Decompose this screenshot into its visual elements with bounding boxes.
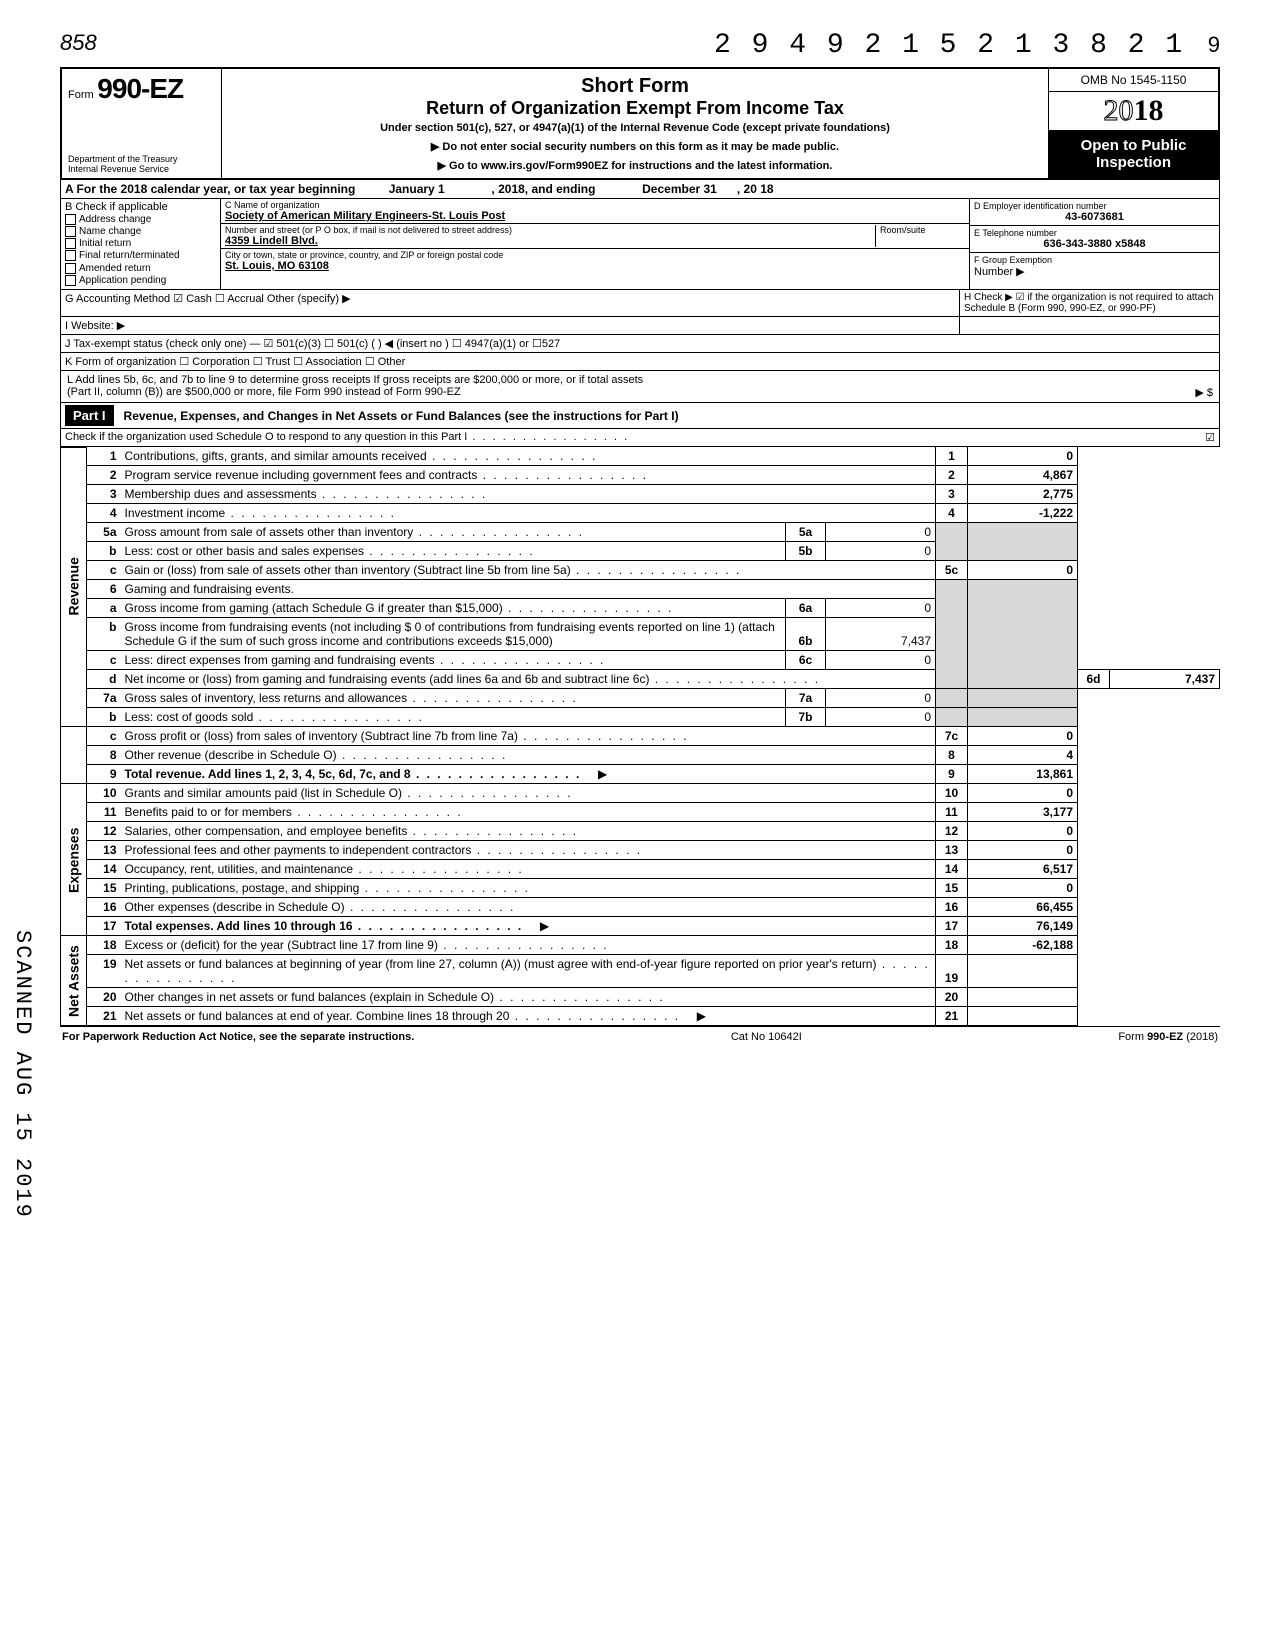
- tax-year: 20201818: [1049, 92, 1218, 131]
- ein: 43-6073681: [974, 211, 1215, 223]
- row-g: G Accounting Method ☑ Cash ☐ Accrual Oth…: [61, 290, 959, 316]
- form-header: Form 990-EZ Department of the Treasury I…: [60, 67, 1220, 180]
- dln: 2 9 4 9 2 1 5 2 1 3 8 2 1: [714, 30, 1184, 61]
- part1-sub: Check if the organization used Schedule …: [60, 429, 1220, 447]
- section-netassets: Net Assets: [61, 936, 87, 1026]
- form-prefix: Form: [68, 89, 94, 101]
- under-section: Under section 501(c), 527, or 4947(a)(1)…: [232, 122, 1038, 134]
- page-number: 9: [1208, 32, 1220, 57]
- omb-number: OMB No 1545-1150: [1049, 69, 1218, 92]
- instruction-2: Go to www.irs.gov/Form990EZ for instruct…: [232, 159, 1038, 172]
- instruction-1: Do not enter social security numbers on …: [232, 140, 1038, 153]
- revenue-table: Revenue 1 Contributions, gifts, grants, …: [60, 447, 1220, 1027]
- open-to-public: Open to Public Inspection: [1049, 131, 1218, 178]
- part1-header: Part I Revenue, Expenses, and Changes in…: [60, 403, 1220, 429]
- row-k: K Form of organization ☐ Corporation ☐ T…: [61, 353, 1219, 370]
- col-b-checkboxes: B Check if applicable Address change Nam…: [61, 199, 221, 289]
- col-c-org-info: C Name of organization Society of Americ…: [221, 199, 969, 289]
- col-def: D Employer identification number 43-6073…: [969, 199, 1219, 289]
- info-grid: B Check if applicable Address change Nam…: [60, 199, 1220, 290]
- scanned-stamp: SCANNED AUG 15 2019: [10, 930, 35, 1219]
- return-title: Return of Organization Exempt From Incom…: [232, 98, 1038, 119]
- row-l: L Add lines 5b, 6c, and 7b to line 9 to …: [60, 371, 1220, 403]
- org-street: 4359 Lindell Blvd.: [225, 235, 875, 247]
- section-revenue: Revenue: [61, 447, 87, 727]
- section-expenses: Expenses: [61, 784, 87, 936]
- org-name: Society of American Military Engineers-S…: [225, 210, 965, 222]
- row-j: J Tax-exempt status (check only one) — ☑…: [61, 335, 1219, 352]
- row-a-tax-year: A For the 2018 calendar year, or tax yea…: [60, 180, 1220, 199]
- phone: 636-343-3880 x5848: [974, 238, 1215, 250]
- row-h: H Check ▶ ☑ if the organization is not r…: [959, 290, 1219, 316]
- row-i: I Website: ▶: [61, 317, 959, 334]
- top-row: 858 2 9 4 9 2 1 5 2 1 3 8 2 1 9: [60, 30, 1220, 61]
- stamp-858: 858: [60, 30, 97, 56]
- footer: For Paperwork Reduction Act Notice, see …: [60, 1026, 1220, 1047]
- meta-rows: G Accounting Method ☑ Cash ☐ Accrual Oth…: [60, 290, 1220, 371]
- form-number: 990-EZ: [97, 73, 183, 104]
- short-form-label: Short Form: [232, 75, 1038, 98]
- department: Department of the Treasury Internal Reve…: [68, 154, 215, 174]
- org-city: St. Louis, MO 63108: [225, 260, 965, 272]
